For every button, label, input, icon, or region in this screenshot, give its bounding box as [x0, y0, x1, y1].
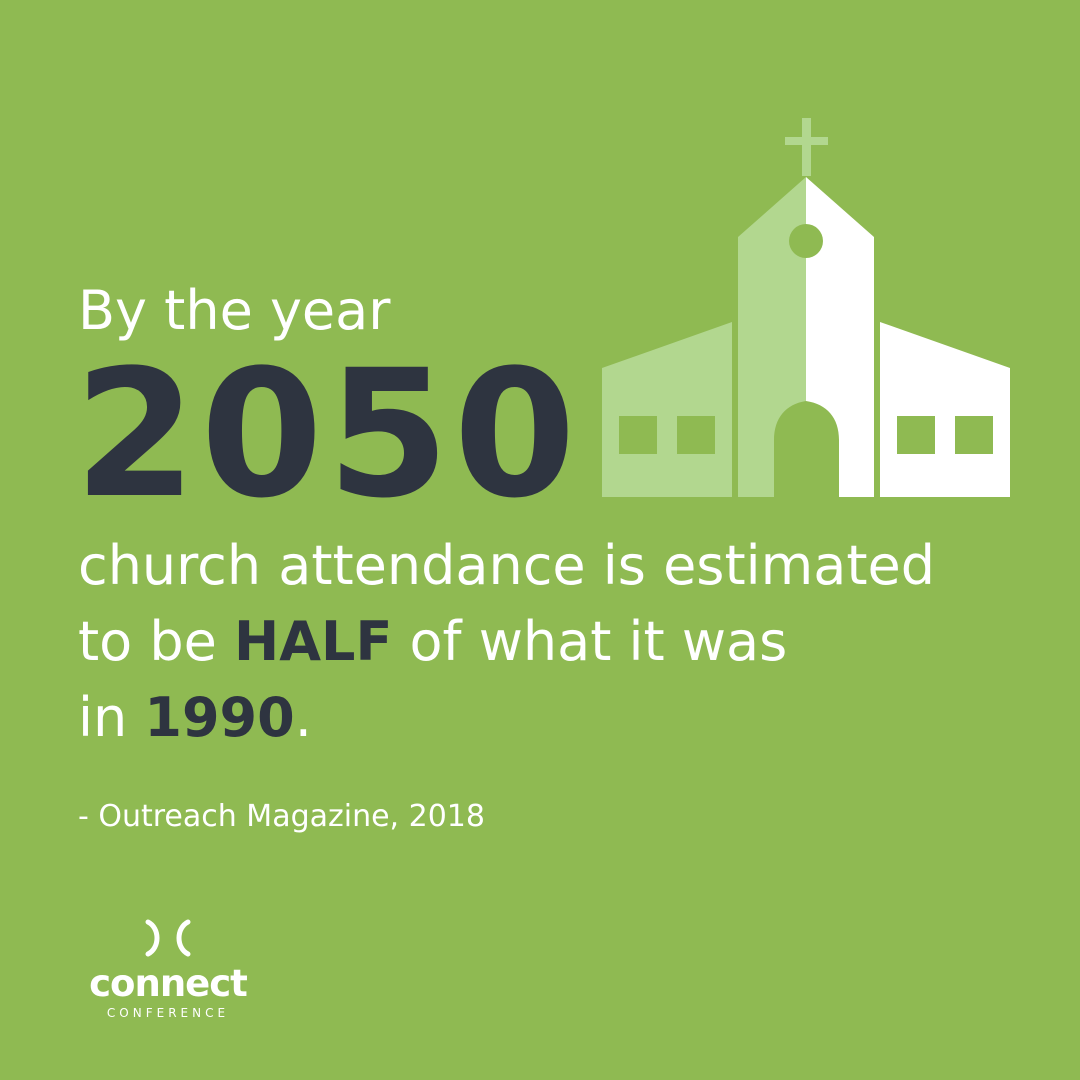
year-figure: 2050	[74, 332, 580, 537]
statement-line-3: in 1990.	[78, 686, 312, 749]
logo-wordmark: connect	[89, 962, 248, 1005]
statement-line-2: to be HALF of what it was	[78, 610, 788, 673]
connect-conference-logo: connect CONFERENCE	[78, 912, 258, 1032]
statement-text: church attendance is estimated to be HAL…	[78, 528, 1058, 756]
logo-subtitle: CONFERENCE	[106, 1006, 230, 1020]
year-1990-emphasis: 1990	[144, 686, 295, 749]
church-icon	[602, 118, 1010, 497]
half-emphasis: HALF	[234, 610, 393, 673]
intro-text: By the year	[78, 279, 391, 342]
connect-mark-icon	[145, 919, 191, 957]
statement-line-1: church attendance is estimated	[78, 534, 935, 597]
source-citation: - Outreach Magazine, 2018	[78, 799, 485, 834]
